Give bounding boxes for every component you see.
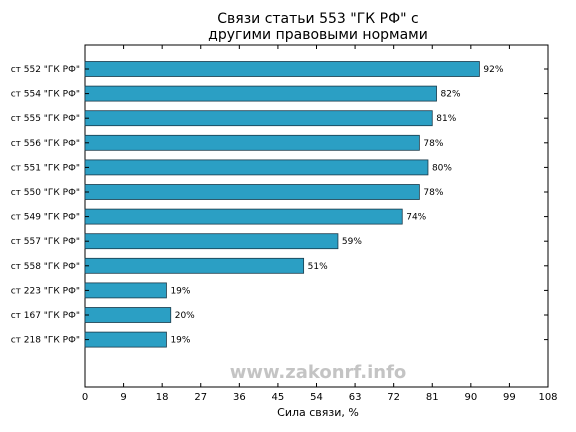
x-tick-label: 108 <box>538 392 557 403</box>
x-tick-label: 9 <box>120 392 126 403</box>
data-label: 80% <box>432 163 452 173</box>
y-tick-label: ст 550 "ГК РФ" <box>11 188 80 198</box>
x-tick-label: 0 <box>82 392 88 403</box>
data-label: 74% <box>406 213 426 223</box>
y-tick-label: ст 549 "ГК РФ" <box>11 213 80 223</box>
y-tick-label: ст 218 "ГК РФ" <box>11 336 80 346</box>
y-tick-label: ст 167 "ГК РФ" <box>11 311 80 321</box>
watermark: www.zakonrf.info <box>230 362 407 383</box>
x-tick-label: 90 <box>464 392 477 403</box>
y-tick-label: ст 551 "ГК РФ" <box>11 163 80 173</box>
bar <box>84 307 172 323</box>
bar <box>84 159 429 176</box>
data-label: 51% <box>308 262 328 272</box>
data-label: 59% <box>342 237 362 247</box>
x-tick-label: 45 <box>272 392 285 403</box>
x-axis-label: Сила связи, % <box>277 406 359 419</box>
bar <box>84 134 420 151</box>
bar <box>84 61 480 77</box>
data-label: 20% <box>175 311 195 321</box>
data-label: 19% <box>170 286 190 296</box>
x-tick-label: 18 <box>156 392 169 403</box>
data-label: 82% <box>441 90 461 100</box>
data-label: 81% <box>436 114 456 124</box>
x-tick-label: 99 <box>503 392 516 403</box>
bar <box>84 184 420 200</box>
bar <box>84 208 403 225</box>
x-tick-label: 36 <box>233 392 246 403</box>
x-tick-label: 81 <box>426 392 439 403</box>
y-tick-label: ст 555 "ГК РФ" <box>11 114 80 124</box>
x-tick-label: 72 <box>387 392 400 403</box>
bar <box>84 282 167 299</box>
chart-title-line-2: другими правовыми нормами <box>208 27 428 43</box>
y-tick-label: ст 554 "ГК РФ" <box>11 90 80 100</box>
y-tick-label: ст 556 "ГК РФ" <box>11 139 80 149</box>
bar <box>84 233 339 250</box>
y-tick-label: ст 552 "ГК РФ" <box>11 65 80 75</box>
x-tick-label: 63 <box>349 392 362 403</box>
data-label: 78% <box>423 139 443 149</box>
y-tick-label: ст 558 "ГК РФ" <box>11 262 80 272</box>
data-label: 92% <box>483 65 503 75</box>
bar <box>84 85 437 102</box>
x-tick-label: 27 <box>194 392 207 403</box>
x-tick-label: 54 <box>310 392 323 403</box>
chart-title-line-1: Связи статьи 553 "ГК РФ" с <box>217 11 418 27</box>
bar <box>84 331 167 348</box>
bar <box>84 257 305 274</box>
data-label: 78% <box>423 188 443 198</box>
y-tick-label: ст 223 "ГК РФ" <box>11 286 80 296</box>
bar <box>84 110 433 127</box>
y-tick-label: ст 557 "ГК РФ" <box>11 237 80 247</box>
data-label: 19% <box>170 336 190 346</box>
